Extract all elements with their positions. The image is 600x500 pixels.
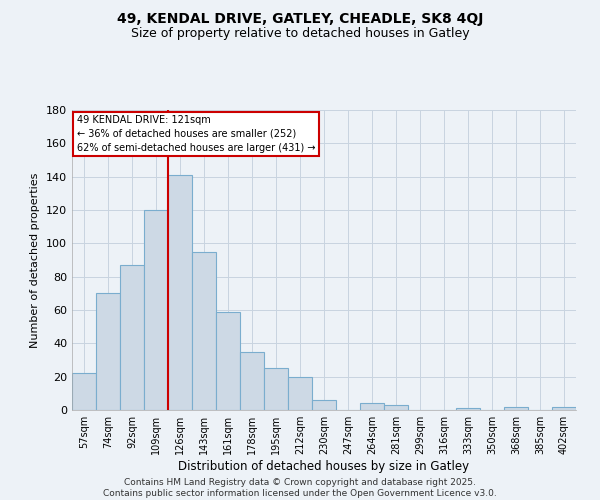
Bar — [192, 252, 216, 410]
Bar — [240, 352, 264, 410]
Bar — [312, 400, 336, 410]
Bar — [552, 406, 576, 410]
Y-axis label: Number of detached properties: Number of detached properties — [31, 172, 40, 348]
Bar — [288, 376, 312, 410]
Bar — [264, 368, 288, 410]
Text: 49, KENDAL DRIVE, GATLEY, CHEADLE, SK8 4QJ: 49, KENDAL DRIVE, GATLEY, CHEADLE, SK8 4… — [117, 12, 483, 26]
Text: Contains HM Land Registry data © Crown copyright and database right 2025.
Contai: Contains HM Land Registry data © Crown c… — [103, 478, 497, 498]
Bar — [144, 210, 168, 410]
Bar — [72, 374, 96, 410]
Bar — [168, 175, 192, 410]
Bar — [360, 404, 384, 410]
Bar — [120, 265, 144, 410]
Bar — [384, 405, 408, 410]
Bar — [456, 408, 480, 410]
Text: 49 KENDAL DRIVE: 121sqm
← 36% of detached houses are smaller (252)
62% of semi-d: 49 KENDAL DRIVE: 121sqm ← 36% of detache… — [77, 115, 316, 153]
Text: Size of property relative to detached houses in Gatley: Size of property relative to detached ho… — [131, 28, 469, 40]
Bar — [96, 294, 120, 410]
Bar — [504, 406, 528, 410]
X-axis label: Distribution of detached houses by size in Gatley: Distribution of detached houses by size … — [178, 460, 470, 473]
Bar — [216, 312, 240, 410]
